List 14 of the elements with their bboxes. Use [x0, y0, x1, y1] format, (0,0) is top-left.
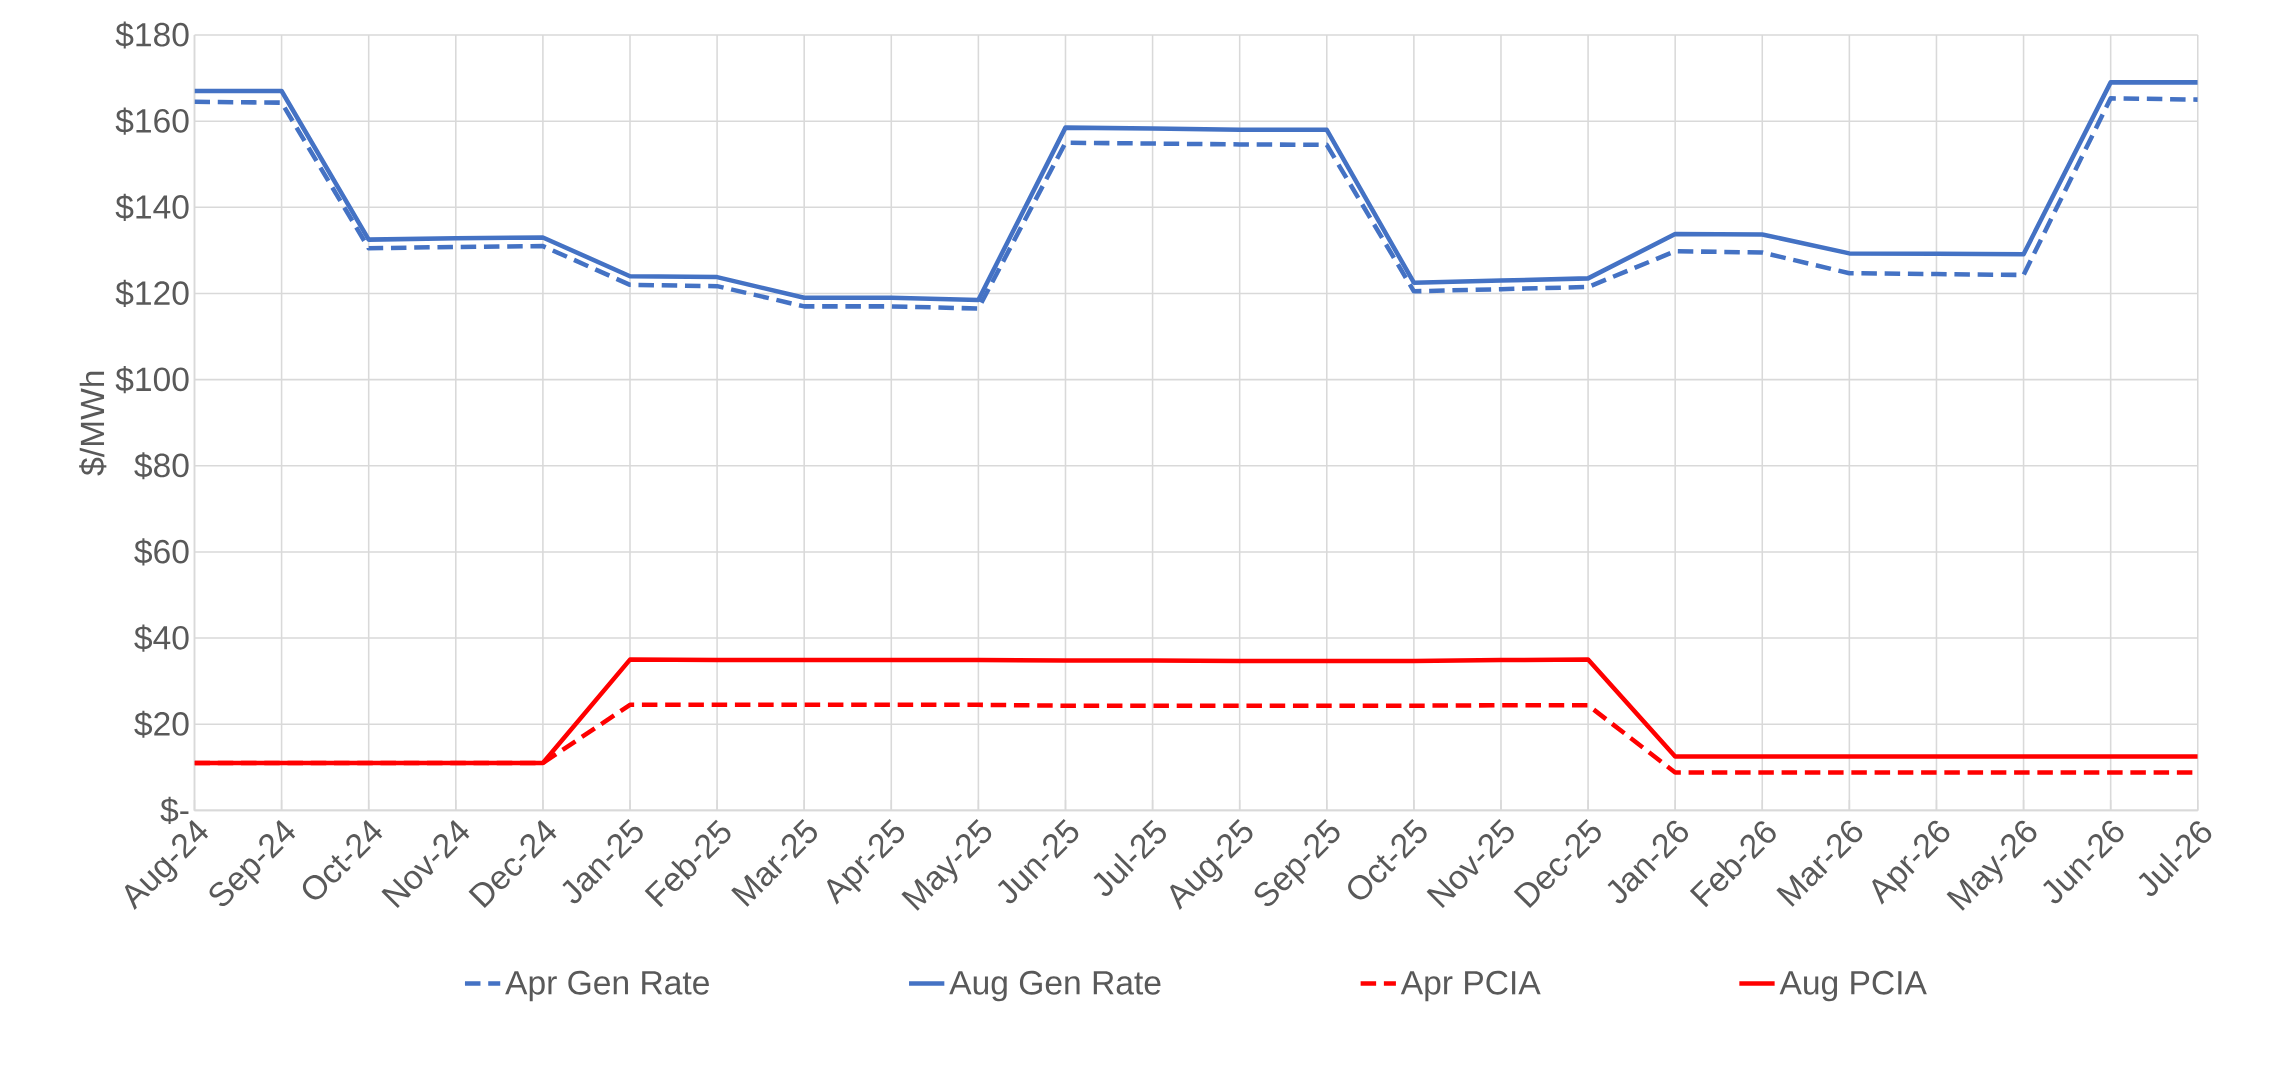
- legend-label: Aug Gen Rate: [949, 970, 1161, 1002]
- y-axis-title: $/MWh: [79, 371, 107, 476]
- y-tick-label: $80: [134, 452, 189, 480]
- y-tick-label: $40: [134, 624, 189, 652]
- legend-label: Aug PCIA: [1779, 970, 1927, 1002]
- legend-label: Apr PCIA: [1400, 970, 1541, 1002]
- y-tick-label: $60: [134, 538, 189, 566]
- y-tick-label: $140: [115, 193, 189, 221]
- y-tick-label: $120: [115, 279, 189, 307]
- y-tick-label: $100: [115, 365, 189, 394]
- y-tick-label: $180: [115, 21, 189, 49]
- y-tick-label: $20: [134, 710, 189, 738]
- y-tick-label: $160: [115, 107, 189, 135]
- legend-label: Apr Gen Rate: [505, 970, 709, 1002]
